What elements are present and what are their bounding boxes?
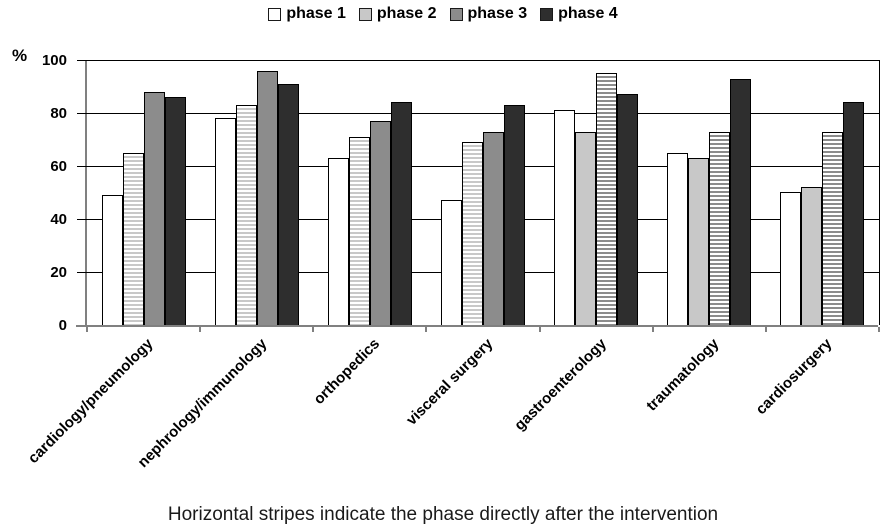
x-axis-tick [651, 327, 654, 332]
bar-phase-4-traumatology [730, 79, 752, 325]
y-axis-tick [77, 166, 87, 167]
bar-phase-2-cardiosurgery [801, 187, 823, 325]
bar-group-2 [313, 60, 426, 325]
y-tick-label: 60 [50, 158, 67, 175]
y-axis-unit-label: % [12, 46, 28, 65]
x-category-label: cardiosurgery [752, 335, 836, 419]
x-category-label: visceral surgery [402, 335, 497, 429]
legend-swatch-icon [358, 7, 372, 21]
legend-item-label: phase 1 [286, 5, 346, 22]
bar-phase-1-cardiosurgery [780, 192, 802, 325]
y-tick-label: 80 [50, 105, 67, 122]
legend-item-label: phase 4 [558, 5, 618, 22]
x-category-label: nephrology/immunology [134, 335, 271, 472]
y-tick-label: 40 [50, 211, 67, 228]
y-tick-label: 20 [50, 264, 67, 281]
gridline-100 [87, 60, 879, 61]
y-axis-tick [77, 272, 87, 273]
bar-group-6 [766, 60, 879, 325]
bar-phase-1-visceral-surgery [440, 200, 462, 325]
x-axis-tick [764, 327, 767, 332]
plot-area [77, 60, 880, 332]
bar-phase-2-traumatology [688, 158, 710, 325]
x-category-label: traumatology [643, 335, 723, 415]
bar-phase-3-cardiology-pneumology [143, 92, 165, 325]
bar-phase-2-nephrology-immunology [235, 105, 257, 325]
bar-phase-3-orthopedics [369, 121, 391, 325]
bar-phase-1-orthopedics [327, 158, 349, 325]
y-axis-tick [77, 60, 87, 61]
bar-phase-4-visceral-surgery [503, 105, 525, 325]
gridline-80 [87, 113, 879, 114]
bar-phase-1-gastroenterology [554, 110, 576, 325]
y-tick-label: 100 [41, 52, 67, 69]
y-axis-tick [77, 113, 87, 114]
bar-group-3 [426, 60, 539, 325]
x-axis-tick [538, 327, 541, 332]
bar-phase-4-nephrology-immunology [277, 84, 299, 325]
x-axis-tick [425, 327, 428, 332]
x-category-label: orthopedics [310, 335, 384, 409]
bar-phase-2-gastroenterology [575, 132, 597, 325]
bar-phase-3-cardiosurgery [822, 132, 844, 325]
bar-group-5 [653, 60, 766, 325]
bar-phase-2-visceral-surgery [461, 142, 483, 325]
bar-group-0 [87, 60, 200, 325]
bar-group-4 [540, 60, 653, 325]
bar-phase-1-nephrology-immunology [214, 118, 236, 325]
bar-phase-3-visceral-surgery [482, 132, 504, 325]
x-axis-tick [86, 327, 88, 332]
chart-legend: phase 1 phase 2 phase 3 phase 4 [0, 6, 886, 22]
y-axis-tick [77, 219, 87, 220]
x-axis-line [76, 325, 878, 327]
x-category-label: cardiology/pneumology [25, 335, 157, 467]
bar-phase-4-cardiology-pneumology [164, 97, 186, 325]
legend-item-label: phase 2 [376, 5, 437, 22]
bar-phase-1-cardiology-pneumology [101, 195, 123, 325]
bar-phase-1-traumatology [667, 153, 689, 325]
legend-swatch-icon [268, 7, 282, 21]
bar-phase-2-cardiology-pneumology [122, 153, 144, 325]
legend-item-phase-3: phase 3 [449, 5, 528, 22]
y-tick-label: 0 [58, 317, 67, 334]
legend-swatch-icon [540, 7, 554, 21]
bar-phase-3-nephrology-immunology [256, 71, 278, 325]
legend-item-label: phase 3 [467, 5, 528, 22]
x-axis-tick [199, 327, 202, 332]
x-axis-tick [878, 327, 880, 332]
x-category-label: gastroenterology [510, 335, 610, 434]
x-axis-tick [312, 327, 315, 332]
figure-caption: Horizontal stripes indicate the phase di… [167, 504, 719, 525]
bar-phase-2-orthopedics [348, 137, 370, 325]
bar-phase-3-traumatology [709, 132, 731, 325]
legend-item-phase-1: phase 1 [268, 6, 346, 22]
legend-item-phase-2: phase 2 [358, 5, 437, 22]
bar-group-1 [200, 60, 313, 325]
legend-item-phase-4: phase 4 [540, 6, 618, 22]
bar-phase-4-gastroenterology [617, 94, 639, 325]
legend-swatch-icon [449, 7, 463, 21]
bar-phase-4-cardiosurgery [843, 102, 865, 325]
bar-phase-4-orthopedics [390, 102, 412, 325]
y-axis-tick-labels: 0 20 40 60 80 100 [0, 53, 77, 333]
bar-phase-3-gastroenterology [596, 73, 618, 325]
